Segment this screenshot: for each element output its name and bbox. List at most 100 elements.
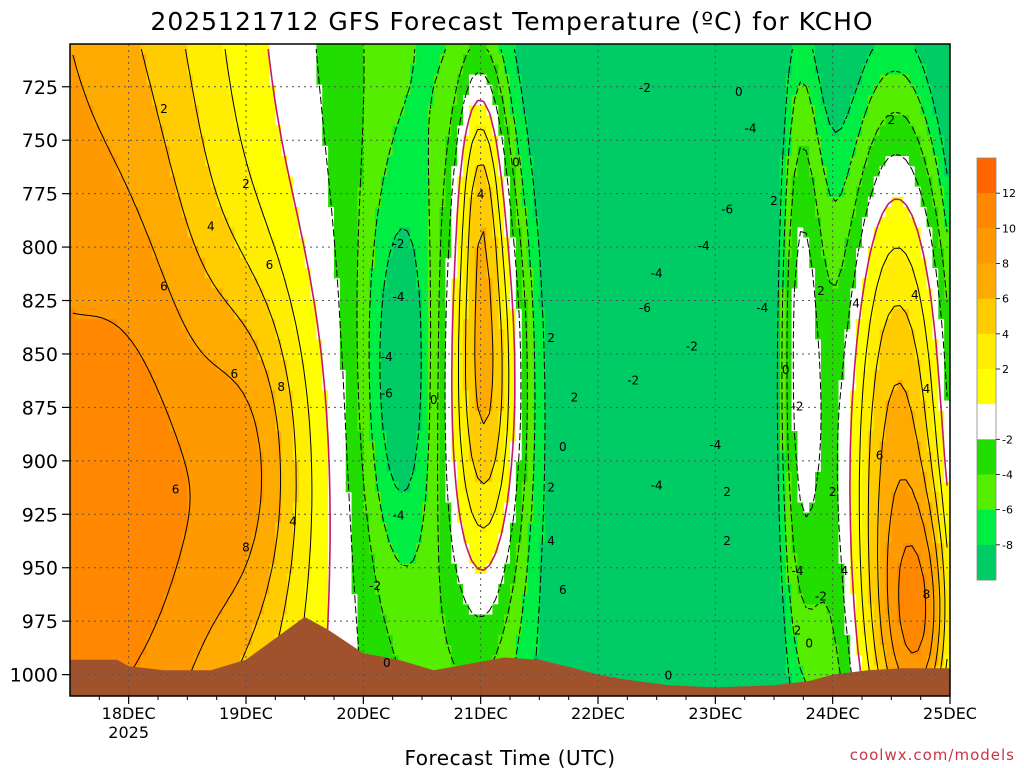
heatmap-cell: [193, 207, 200, 218]
heatmap-cell: [105, 441, 112, 453]
heatmap-cell: [181, 278, 188, 290]
heatmap-cell: [81, 257, 89, 269]
heatmap-cell: [363, 278, 370, 290]
heatmap-cell: [357, 533, 364, 544]
heatmap-cell: [357, 461, 364, 473]
heatmap-cell: [328, 502, 335, 514]
heatmap-cell: [492, 298, 499, 310]
heatmap-cell: [199, 563, 206, 575]
heatmap-cell: [163, 645, 171, 656]
heatmap-cell: [492, 420, 499, 432]
heatmap-cell: [433, 451, 441, 463]
heatmap-cell: [410, 74, 417, 86]
heatmap-cell: [345, 614, 353, 626]
heatmap-cell: [363, 583, 370, 595]
heatmap-cell: [498, 512, 505, 524]
heatmap-cell: [75, 44, 83, 55]
heatmap-cell: [116, 522, 124, 534]
heatmap-cell: [474, 156, 482, 167]
heatmap-cell: [169, 74, 177, 86]
heatmap-cell: [175, 156, 183, 167]
heatmap-cell: [228, 655, 235, 667]
heatmap-cell: [410, 268, 417, 279]
heatmap-cell: [451, 624, 458, 636]
heatmap-cell: [515, 482, 523, 493]
heatmap-cell: [375, 492, 382, 504]
heatmap-cell: [369, 522, 376, 534]
heatmap-cell: [152, 339, 159, 351]
heatmap-cell: [328, 563, 335, 575]
heatmap-cell: [334, 196, 341, 208]
heatmap-cell: [281, 268, 288, 279]
heatmap-cell: [422, 522, 429, 534]
heatmap-cell: [105, 227, 112, 239]
heatmap-cell: [134, 278, 141, 290]
heatmap-cell: [439, 359, 447, 371]
heatmap-cell: [439, 461, 447, 473]
heatmap-cell: [375, 461, 382, 473]
heatmap-cell: [410, 227, 417, 239]
heatmap-cell: [416, 359, 423, 371]
heatmap-cell: [521, 533, 529, 544]
heatmap-cell: [281, 543, 288, 554]
heatmap-cell: [398, 624, 405, 636]
heatmap-cell: [416, 54, 423, 65]
heatmap-cell: [204, 502, 212, 514]
heatmap-cell: [310, 94, 317, 106]
heatmap-cell: [457, 573, 464, 585]
heatmap-cell: [257, 207, 265, 218]
heatmap-cell: [363, 145, 370, 157]
heatmap-cell: [116, 186, 124, 198]
heatmap-cell: [210, 461, 218, 473]
heatmap-cell: [486, 420, 493, 432]
heatmap-cell: [316, 543, 323, 554]
heatmap-cell: [369, 135, 376, 147]
heatmap-cell: [158, 420, 165, 432]
heatmap-cell: [486, 380, 493, 391]
heatmap-cell: [515, 563, 523, 575]
heatmap-cell: [351, 329, 359, 341]
heatmap-cell: [228, 583, 235, 595]
heatmap-cell: [146, 94, 153, 106]
heatmap-cell: [322, 431, 329, 442]
heatmap-cell: [498, 573, 505, 585]
heatmap-cell: [234, 553, 241, 565]
heatmap-cell: [404, 583, 411, 595]
heatmap-cell: [404, 420, 411, 432]
heatmap-cell: [504, 257, 511, 269]
heatmap-cell: [234, 400, 241, 412]
heatmap-cell: [416, 166, 423, 178]
heatmap-cell: [334, 237, 341, 249]
heatmap-cell: [146, 237, 153, 249]
heatmap-cell: [345, 339, 353, 351]
heatmap-cell: [422, 604, 429, 616]
heatmap-cell: [146, 54, 153, 65]
heatmap-cell: [281, 257, 288, 269]
heatmap-cell: [81, 624, 89, 636]
heatmap-cell: [87, 268, 95, 279]
heatmap-cell: [404, 237, 411, 249]
heatmap-cell: [269, 349, 276, 361]
heatmap-cell: [504, 288, 511, 300]
heatmap-cell: [521, 645, 529, 656]
heatmap-cell: [339, 94, 347, 106]
heatmap-cell: [70, 125, 77, 137]
heatmap-cell: [328, 115, 335, 127]
heatmap-cell: [75, 359, 83, 371]
heatmap-cell: [451, 522, 458, 534]
heatmap-cell: [199, 522, 206, 534]
heatmap-cell: [193, 329, 200, 341]
heatmap-cell: [504, 400, 511, 412]
heatmap-cell: [169, 176, 177, 188]
heatmap-cell: [199, 420, 206, 432]
heatmap-cell: [292, 84, 300, 96]
heatmap-cell: [240, 257, 247, 269]
heatmap-cell: [287, 502, 294, 514]
heatmap-cell: [457, 319, 464, 330]
heatmap-cell: [386, 451, 394, 463]
heatmap-cell: [93, 94, 100, 106]
heatmap-cell: [210, 634, 218, 646]
heatmap-cell: [351, 471, 359, 483]
heatmap-cell: [316, 278, 323, 290]
